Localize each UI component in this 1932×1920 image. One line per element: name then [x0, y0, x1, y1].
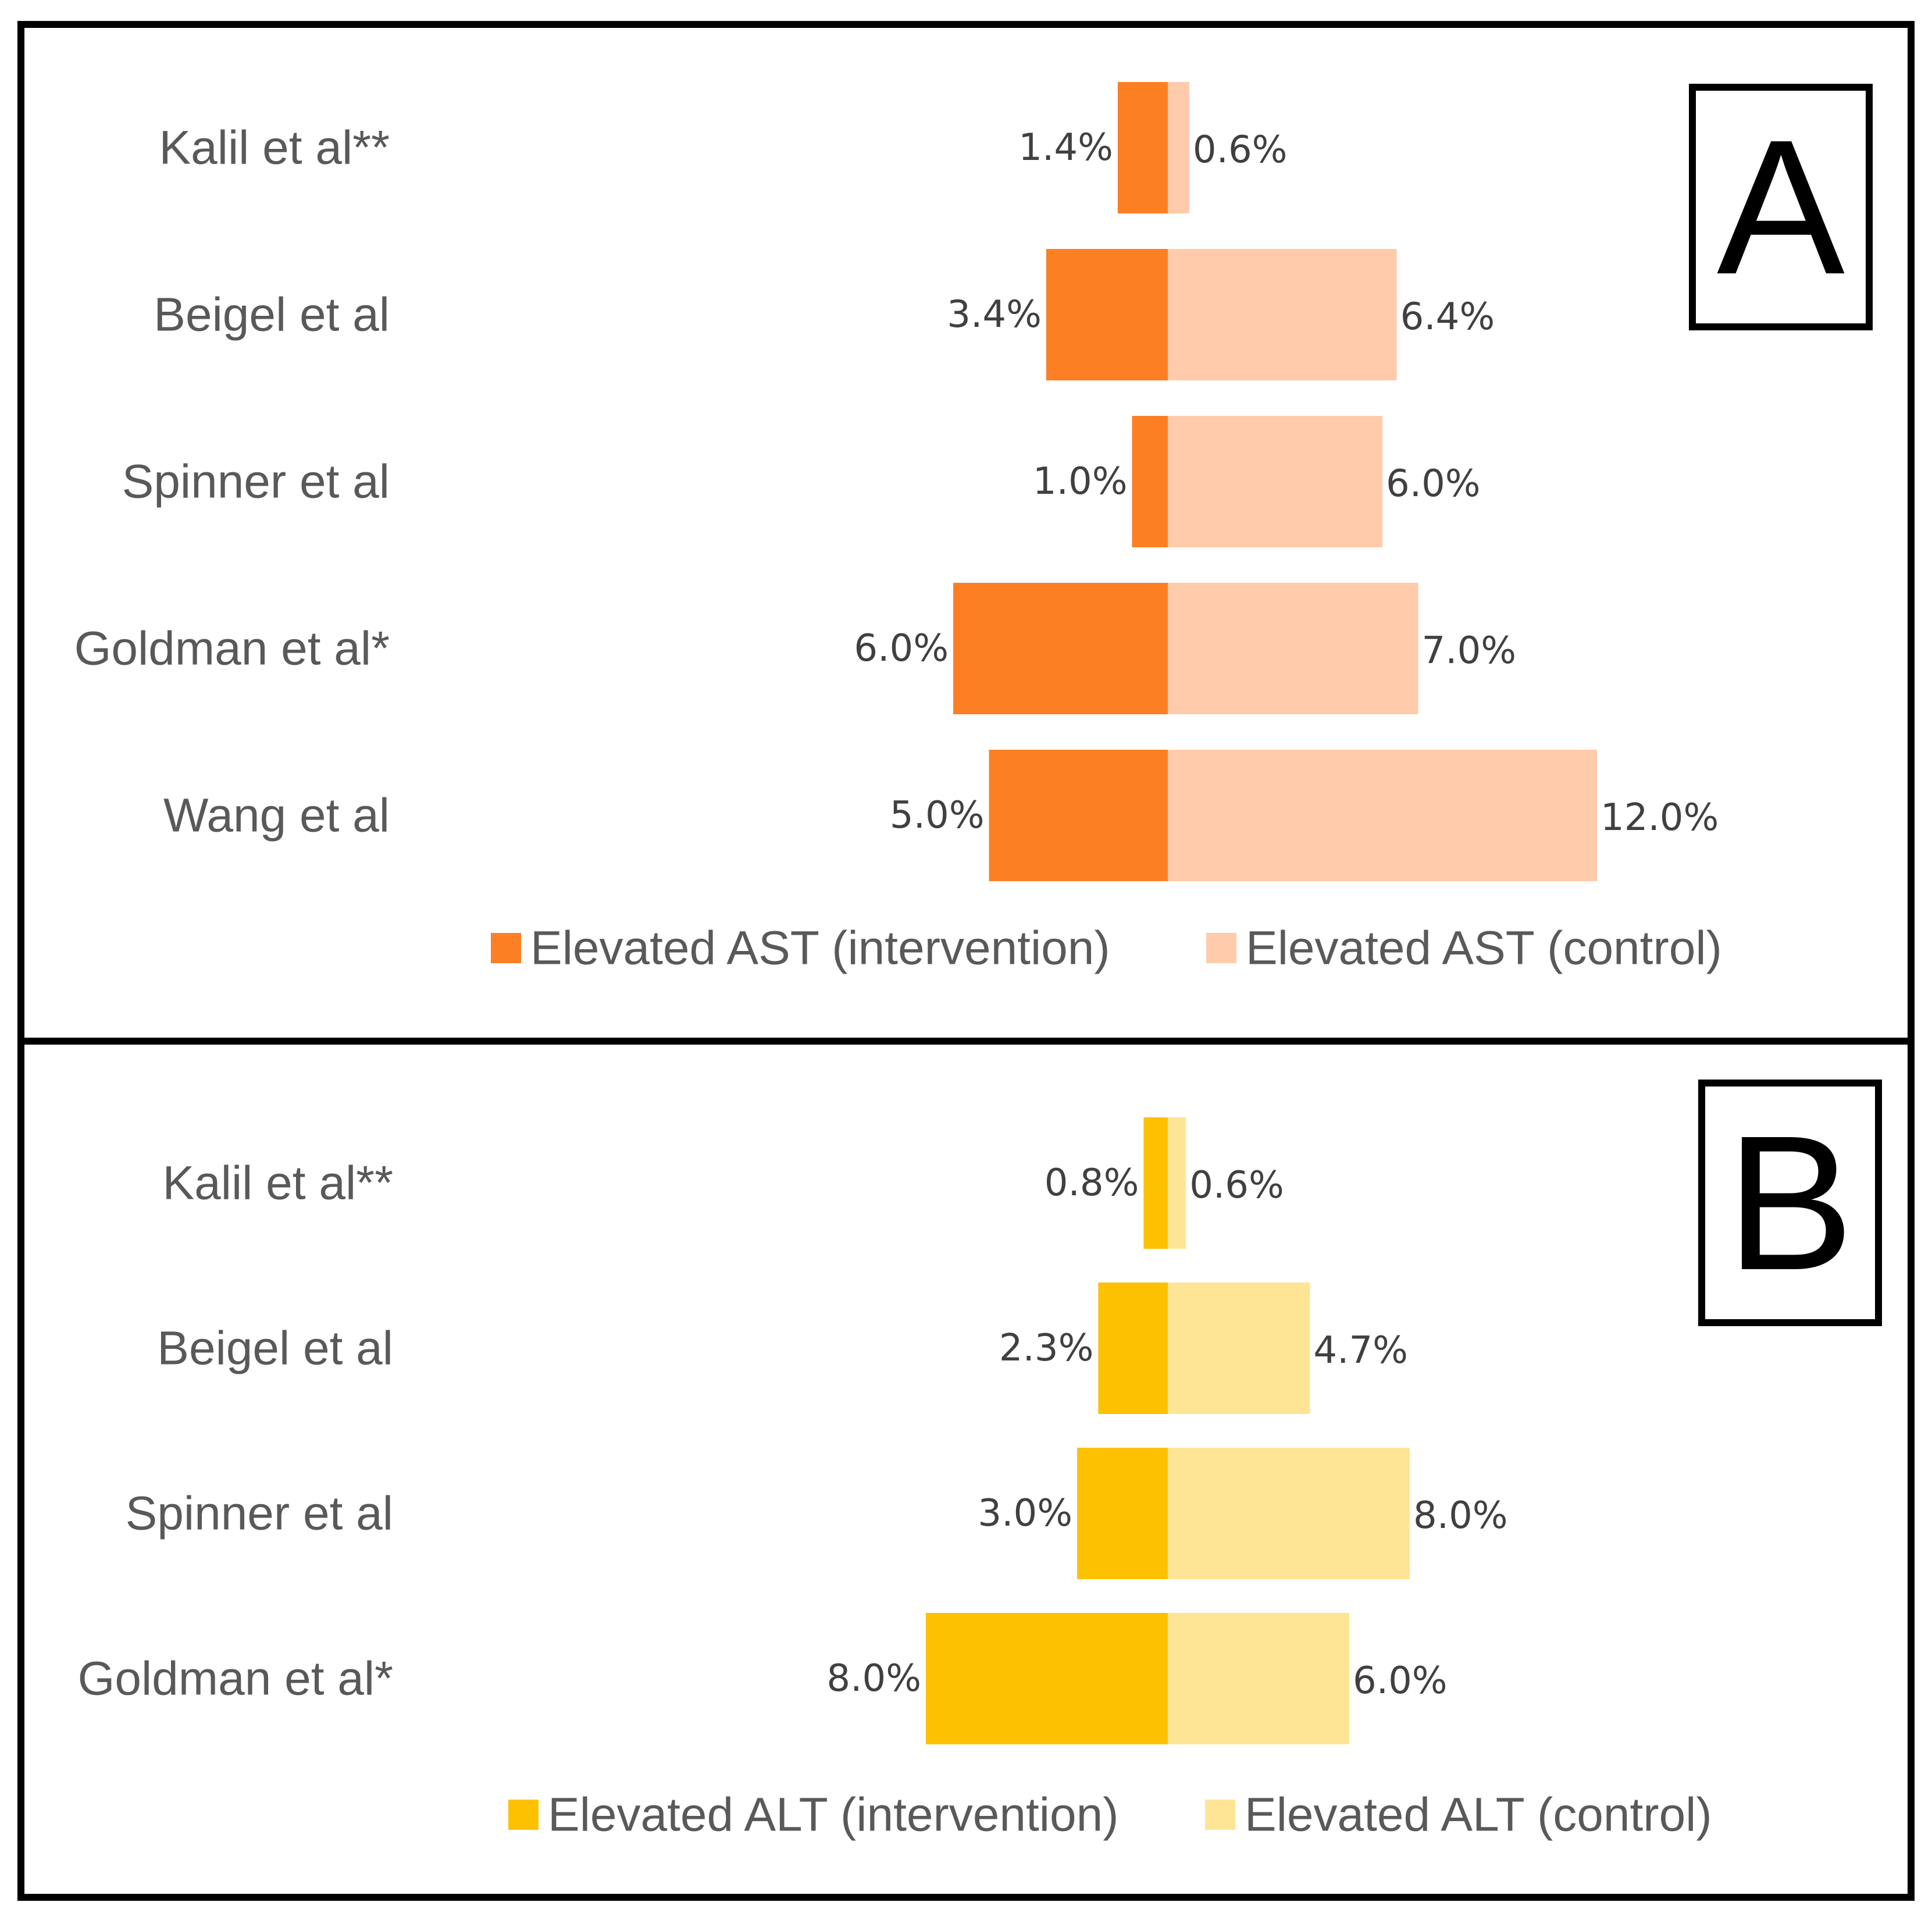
- value-label-intervention-b-0: 0.8%: [1045, 1162, 1139, 1205]
- bar-intervention-a-1: [1046, 249, 1168, 380]
- value-label-intervention-a-0: 1.4%: [1018, 126, 1113, 169]
- bar-intervention-a-0: [1117, 82, 1168, 213]
- bar-intervention-b-1: [1098, 1283, 1168, 1414]
- category-label-b-2: Spinner et al: [126, 1487, 393, 1540]
- bar-intervention-b-3: [926, 1613, 1168, 1744]
- value-label-intervention-b-1: 2.3%: [999, 1327, 1094, 1370]
- value-label-control-b-2: 8.0%: [1413, 1494, 1508, 1537]
- category-label-b-1: Beigel et al: [157, 1322, 393, 1375]
- category-label-a-0: Kalil et al**: [159, 122, 390, 174]
- value-label-intervention-a-2: 1.0%: [1033, 460, 1128, 503]
- value-label-intervention-a-4: 5.0%: [890, 794, 985, 837]
- bar-control-a-2: [1168, 416, 1382, 547]
- panel-b: Kalil et al** 0.8% 0.6% Beigel et al 2.3% 4.7…: [17, 1038, 1915, 1901]
- value-label-control-b-3: 6.0%: [1353, 1659, 1448, 1702]
- value-label-control-a-4: 12.0%: [1601, 796, 1719, 839]
- bar-intervention-a-2: [1132, 416, 1168, 547]
- category-label-a-3: Goldman et al*: [74, 622, 390, 675]
- bar-control-a-4: [1168, 750, 1597, 881]
- panel-label-a: A: [1689, 84, 1873, 330]
- legend-label-a-1: Elevated AST (control): [1246, 922, 1722, 975]
- chart-b: Kalil et al** 0.8% 0.6% Beigel et al 2.3% 4.7…: [78, 1117, 1712, 1841]
- value-label-control-a-2: 6.0%: [1386, 462, 1481, 505]
- value-label-control-a-3: 7.0%: [1422, 629, 1517, 672]
- category-label-a-4: Wang et al: [163, 789, 390, 842]
- category-label-a-2: Spinner et al: [122, 455, 390, 508]
- value-label-intervention-a-1: 3.4%: [947, 293, 1042, 336]
- panel-a: Kalil et al** 1.4% 0.6% Beigel et al 3.4% 6.4…: [17, 21, 1915, 1045]
- value-label-control-b-0: 0.6%: [1189, 1164, 1284, 1207]
- bar-control-b-3: [1168, 1613, 1349, 1744]
- legend-label-b-1: Elevated ALT (control): [1245, 1789, 1712, 1841]
- category-label-b-3: Goldman et al*: [78, 1652, 393, 1705]
- bar-control-a-3: [1168, 583, 1418, 714]
- chart-a: Kalil et al** 1.4% 0.6% Beigel et al 3.4% 6.4…: [74, 82, 1722, 975]
- value-label-intervention-b-3: 8.0%: [826, 1657, 921, 1700]
- bar-intervention-b-0: [1143, 1117, 1168, 1249]
- category-label-b-0: Kalil et al**: [162, 1157, 393, 1210]
- value-label-control-b-1: 4.7%: [1313, 1329, 1408, 1372]
- bar-control-a-1: [1168, 249, 1397, 380]
- value-label-intervention-b-2: 3.0%: [978, 1492, 1072, 1535]
- legend-label-a-0: Elevated AST (intervention): [530, 922, 1110, 975]
- bar-control-b-1: [1168, 1283, 1310, 1414]
- panel-label-b: B: [1698, 1080, 1882, 1326]
- value-label-intervention-a-3: 6.0%: [854, 627, 949, 670]
- legend-swatch-b-0: [508, 1800, 539, 1830]
- value-label-control-a-1: 6.4%: [1400, 295, 1495, 339]
- legend-swatch-a-1: [1206, 933, 1236, 963]
- bar-intervention-b-2: [1077, 1448, 1168, 1579]
- bar-intervention-a-4: [989, 750, 1168, 881]
- bar-control-b-2: [1168, 1448, 1410, 1579]
- legend-label-b-0: Elevated ALT (intervention): [548, 1789, 1119, 1841]
- bar-control-a-0: [1168, 82, 1189, 213]
- bar-control-b-0: [1168, 1117, 1186, 1249]
- category-label-a-1: Beigel et al: [154, 288, 390, 341]
- bar-intervention-a-3: [953, 583, 1168, 714]
- legend-swatch-a-0: [491, 933, 521, 963]
- legend-swatch-b-1: [1205, 1800, 1235, 1830]
- value-label-control-a-0: 0.6%: [1193, 129, 1288, 172]
